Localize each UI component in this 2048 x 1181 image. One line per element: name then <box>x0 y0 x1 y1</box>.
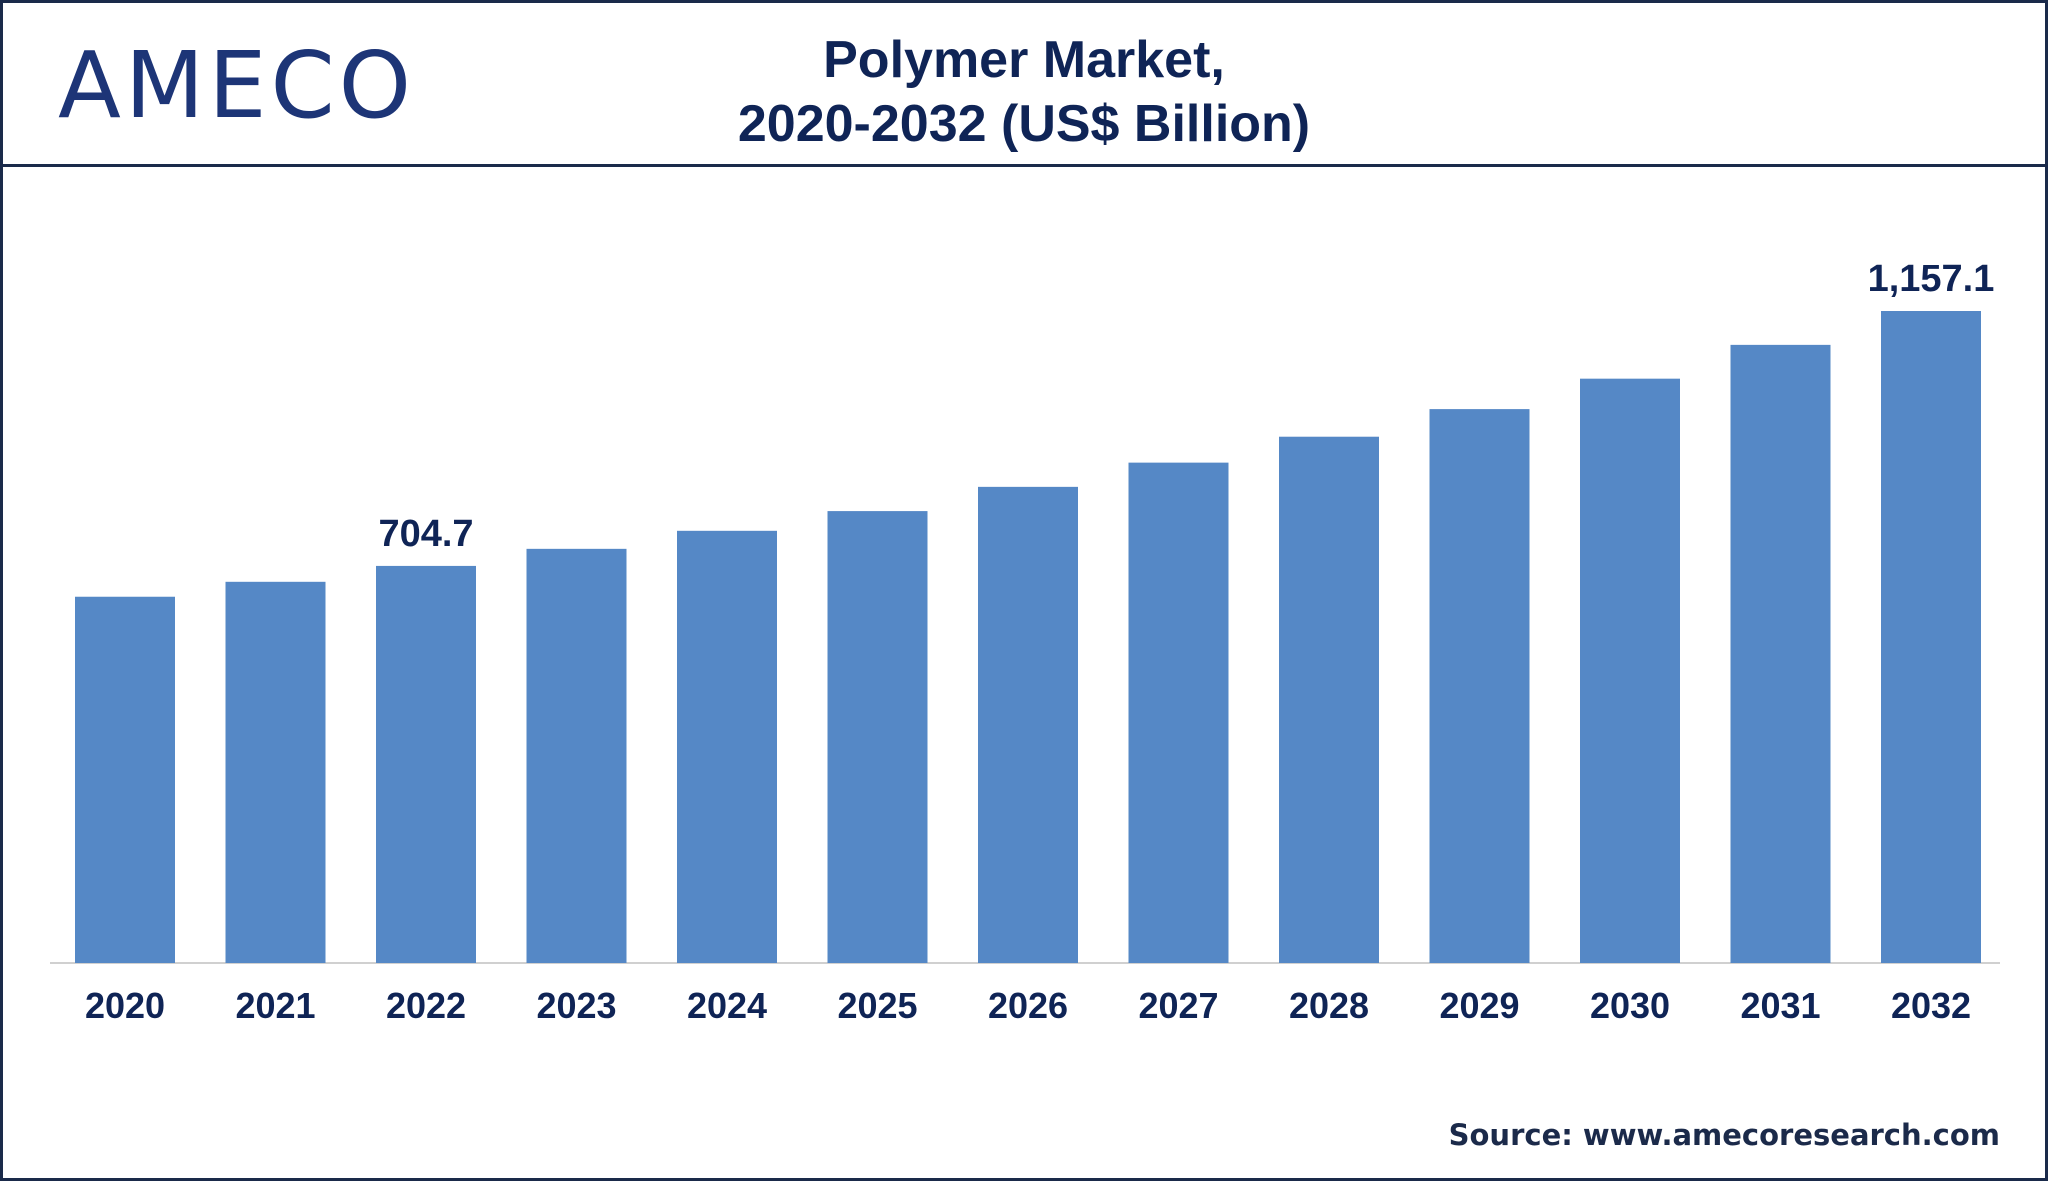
x-tick-label-2024: 2024 <box>687 985 767 1026</box>
header-divider <box>0 164 2048 167</box>
data-label-2032: 1,157.1 <box>1868 258 1995 300</box>
bar-2029 <box>1429 409 1530 964</box>
bar-2025 <box>827 511 928 963</box>
x-tick-label-2026: 2026 <box>988 985 1068 1026</box>
bar-2023 <box>526 548 627 963</box>
x-tick-label-2029: 2029 <box>1439 985 1519 1026</box>
bar-2022 <box>376 565 476 963</box>
bar-2024 <box>677 530 777 963</box>
x-tick-label-2022: 2022 <box>386 985 466 1026</box>
x-tick-label-2032: 2032 <box>1891 985 1971 1026</box>
data-labels: 704.7 1,157.1 <box>378 258 1994 555</box>
chart-title-line-1: Polymer Market, <box>823 31 1225 89</box>
bar-2027 <box>1128 462 1229 963</box>
data-label-2022: 704.7 <box>378 513 473 555</box>
x-tick-label-2028: 2028 <box>1289 985 1369 1026</box>
x-tick-label-2021: 2021 <box>235 985 315 1026</box>
x-tick-label-2023: 2023 <box>536 985 616 1026</box>
x-tick-label-2031: 2031 <box>1740 985 1820 1026</box>
x-tick-label-2027: 2027 <box>1138 985 1218 1026</box>
bar-2026 <box>978 486 1078 963</box>
bar-2030 <box>1580 378 1680 963</box>
chart-title-line-2: 2020-2032 (US$ Billion) <box>737 95 1311 153</box>
chart-title: Polymer Market, 2020-2032 (US$ Billion) <box>0 28 2048 156</box>
x-tick-label-2030: 2030 <box>1590 985 1670 1026</box>
ameco-logo: AMECO <box>58 32 416 139</box>
x-tick-label-2020: 2020 <box>85 985 165 1026</box>
x-tick-labels: 2020 2021 2022 2023 2024 2025 2026 2027 2028 2029… <box>85 985 1971 1026</box>
bar-2028 <box>1279 436 1379 963</box>
bars-group <box>75 311 1981 964</box>
bar-2021 <box>225 581 326 963</box>
bar-2032 <box>1881 311 1981 963</box>
source-note: Source: www.amecoresearch.com <box>1448 1118 2000 1152</box>
bar-2020 <box>75 596 175 963</box>
bar-2031 <box>1730 344 1831 964</box>
x-tick-label-2025: 2025 <box>837 985 917 1026</box>
